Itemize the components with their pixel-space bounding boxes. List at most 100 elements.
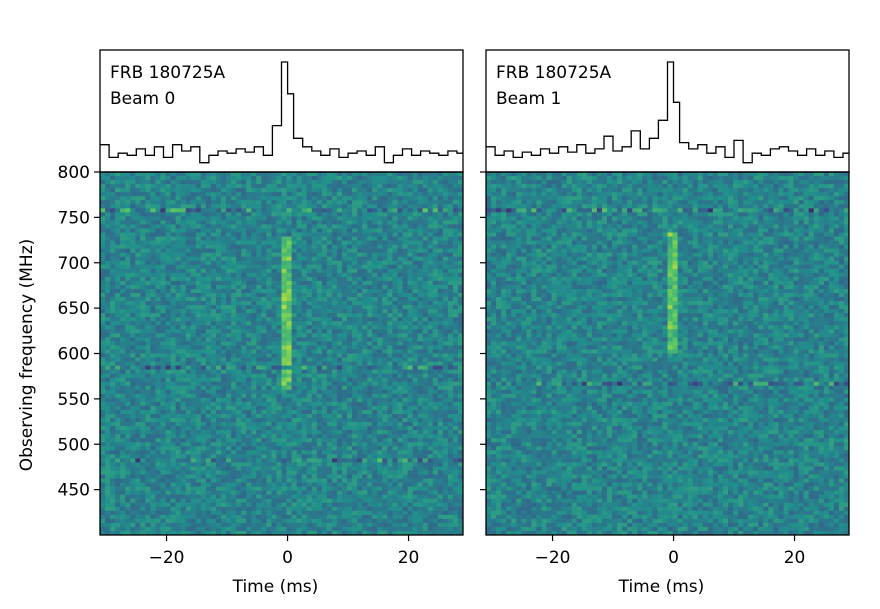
heatmap-cell	[392, 188, 398, 193]
heatmap-cell	[140, 256, 146, 262]
heatmap-cell	[286, 317, 292, 322]
heatmap-cell	[417, 212, 423, 217]
heatmap-cell	[301, 248, 308, 253]
heatmap-cell	[271, 220, 277, 225]
heatmap-cell	[387, 409, 393, 415]
heatmap-cell	[155, 196, 161, 201]
heatmap-cell	[417, 418, 423, 423]
heatmap-cell	[165, 401, 171, 407]
heatmap-cell	[321, 389, 328, 395]
heatmap-cell	[336, 345, 343, 350]
heatmap-cell	[417, 365, 423, 370]
heatmap-cell	[195, 228, 202, 233]
heatmap-cell	[266, 393, 272, 399]
heatmap-cell	[447, 220, 454, 225]
heatmap-cell	[281, 240, 287, 245]
heatmap-cell	[110, 389, 116, 395]
heatmap-cell	[261, 220, 267, 225]
heatmap-cell	[266, 409, 272, 415]
heatmap-cell	[140, 228, 146, 233]
heatmap-cell	[387, 216, 393, 221]
heatmap-cell	[347, 442, 353, 447]
heatmap-cell	[251, 240, 257, 245]
heatmap-cell	[231, 377, 237, 383]
heatmap-cell	[281, 381, 287, 387]
heatmap-cell	[170, 414, 176, 419]
heatmap-cell	[397, 434, 403, 439]
heatmap-cell	[311, 176, 318, 181]
heatmap-cell	[236, 301, 242, 306]
heatmap-cell	[226, 373, 232, 378]
heatmap-cell	[261, 228, 267, 233]
heatmap-cell	[110, 329, 116, 334]
heatmap-cell	[417, 220, 423, 225]
heatmap-cell	[160, 220, 166, 225]
heatmap-cell	[226, 450, 232, 455]
heatmap-cell	[372, 305, 378, 310]
heatmap-cell	[306, 349, 313, 354]
heatmap-cell	[377, 248, 383, 253]
heatmap-cell	[387, 438, 393, 443]
heatmap-cell	[372, 353, 378, 358]
heatmap-cell	[316, 268, 323, 274]
heatmap-cell	[347, 317, 353, 322]
heatmap-cell	[402, 446, 408, 451]
heatmap-cell	[291, 329, 297, 334]
heatmap-cell	[165, 317, 171, 322]
heatmap-cell	[100, 301, 106, 306]
heatmap-cell	[311, 184, 318, 189]
heatmap-cell	[200, 208, 207, 213]
heatmap-cell	[125, 284, 131, 290]
heatmap-cell	[457, 405, 464, 411]
heatmap-cell	[437, 208, 444, 213]
heatmap-cell	[352, 381, 358, 387]
heatmap-cell	[367, 244, 373, 249]
heatmap-cell	[367, 264, 373, 270]
heatmap-cell	[387, 381, 393, 387]
heatmap-cell	[210, 297, 217, 302]
heatmap-cell	[301, 361, 308, 366]
heatmap-cell	[221, 192, 227, 197]
heatmap-cell	[125, 373, 131, 378]
heatmap-cell	[271, 204, 277, 209]
heatmap-cell	[105, 329, 111, 334]
heatmap-cell	[281, 414, 287, 419]
heatmap-cell	[150, 405, 156, 411]
heatmap-cell	[140, 353, 146, 358]
heatmap-cell	[130, 264, 136, 270]
heatmap-cell	[286, 341, 292, 346]
heatmap-cell	[311, 426, 318, 431]
heatmap-cell	[442, 220, 449, 225]
heatmap-cell	[402, 381, 408, 387]
heatmap-cell	[397, 345, 403, 350]
heatmap-cell	[291, 341, 297, 346]
heatmap-cell	[246, 313, 252, 318]
heatmap-cell	[251, 385, 257, 391]
heatmap-cell	[175, 188, 181, 193]
heatmap-cell	[286, 325, 292, 330]
heatmap-cell	[392, 426, 398, 431]
heatmap-cell	[266, 377, 272, 383]
heatmap-cell	[160, 373, 166, 378]
heatmap-cell	[150, 422, 156, 427]
heatmap-cell	[110, 450, 116, 455]
heatmap-cell	[251, 260, 257, 266]
heatmap-cell	[221, 272, 227, 278]
heatmap-cell	[215, 373, 222, 378]
heatmap-cell	[347, 305, 353, 310]
heatmap-cell	[301, 430, 308, 435]
heatmap-cell	[397, 280, 403, 286]
heatmap-cell	[236, 442, 242, 447]
heatmap-cell	[251, 329, 257, 334]
heatmap-cell	[195, 325, 202, 330]
heatmap-cell	[120, 248, 126, 253]
heatmap-cell	[100, 434, 106, 439]
heatmap-cell	[251, 349, 257, 354]
heatmap-cell	[417, 236, 423, 241]
heatmap-cell	[286, 184, 292, 189]
heatmap-cell	[215, 309, 222, 314]
heatmap-cell	[291, 301, 297, 306]
heatmap-cell	[125, 208, 131, 213]
heatmap-cell	[296, 325, 302, 330]
heatmap-cell	[190, 329, 197, 334]
